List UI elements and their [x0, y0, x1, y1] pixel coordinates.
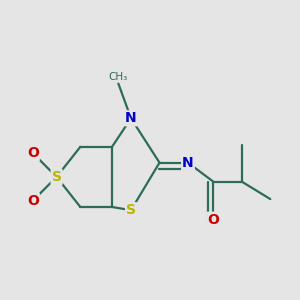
- Text: O: O: [207, 213, 219, 227]
- Text: CH₃: CH₃: [109, 72, 128, 82]
- Text: O: O: [27, 146, 39, 160]
- Text: N: N: [182, 156, 194, 170]
- Text: O: O: [27, 194, 39, 208]
- Text: S: S: [52, 170, 61, 184]
- Text: N: N: [125, 111, 137, 125]
- Text: S: S: [126, 203, 136, 217]
